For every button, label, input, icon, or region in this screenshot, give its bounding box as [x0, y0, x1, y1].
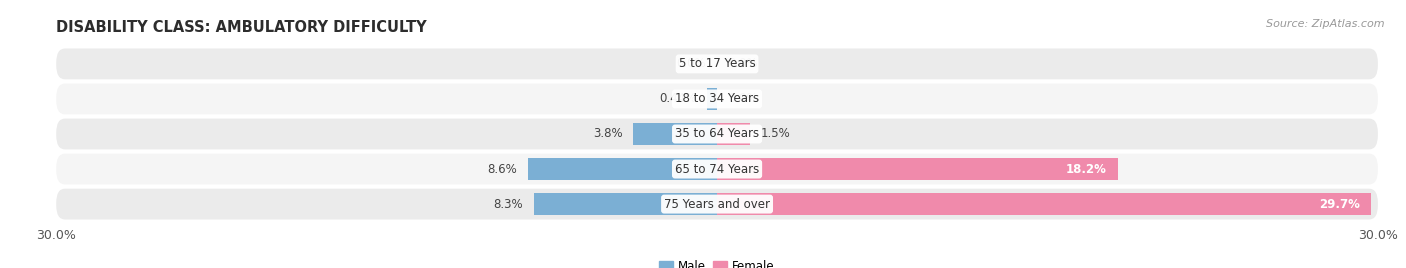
Bar [717, 123, 751, 145]
Bar [633, 123, 717, 145]
Text: 5 to 17 Years: 5 to 17 Years [679, 57, 755, 70]
Bar [534, 193, 717, 215]
Text: 0.0%: 0.0% [728, 92, 758, 105]
Text: 0.44%: 0.44% [659, 92, 696, 105]
Bar [717, 158, 1118, 180]
Text: 8.3%: 8.3% [494, 198, 523, 211]
Text: 3.8%: 3.8% [593, 128, 623, 140]
Bar [707, 88, 717, 110]
Legend: Male, Female: Male, Female [655, 255, 779, 268]
Bar [717, 193, 1371, 215]
Text: Source: ZipAtlas.com: Source: ZipAtlas.com [1267, 19, 1385, 29]
Bar [527, 158, 717, 180]
Text: 75 Years and over: 75 Years and over [664, 198, 770, 211]
FancyBboxPatch shape [56, 154, 1378, 184]
FancyBboxPatch shape [56, 84, 1378, 114]
Text: 8.6%: 8.6% [486, 163, 516, 176]
Text: 18 to 34 Years: 18 to 34 Years [675, 92, 759, 105]
Text: 1.5%: 1.5% [761, 128, 790, 140]
Text: 18.2%: 18.2% [1066, 163, 1107, 176]
FancyBboxPatch shape [56, 118, 1378, 150]
Text: 65 to 74 Years: 65 to 74 Years [675, 163, 759, 176]
FancyBboxPatch shape [56, 49, 1378, 79]
Text: 0.0%: 0.0% [676, 57, 706, 70]
Text: 0.0%: 0.0% [728, 57, 758, 70]
FancyBboxPatch shape [56, 189, 1378, 219]
Text: 35 to 64 Years: 35 to 64 Years [675, 128, 759, 140]
Text: 29.7%: 29.7% [1319, 198, 1360, 211]
Text: DISABILITY CLASS: AMBULATORY DIFFICULTY: DISABILITY CLASS: AMBULATORY DIFFICULTY [56, 20, 427, 35]
